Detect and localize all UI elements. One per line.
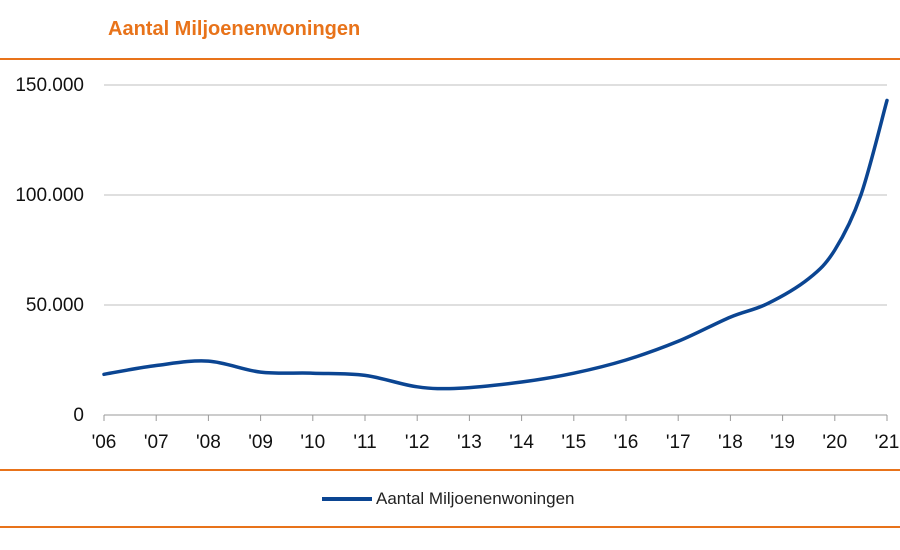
chart-title: Aantal Miljoenenwoningen [108, 18, 361, 40]
x-tick-label: '19 [770, 432, 795, 453]
bottom-divider [0, 526, 900, 528]
series-line [102, 98, 889, 391]
y-tick-label: 0 [73, 405, 84, 426]
y-tick-label: 100.000 [15, 185, 84, 206]
x-tick-label: '16 [614, 432, 639, 453]
x-tick-label: '17 [666, 432, 691, 453]
x-tick-label: '15 [561, 432, 586, 453]
y-tick-label: 50.000 [26, 295, 84, 316]
legend-swatch [322, 497, 372, 501]
x-tick-label: '20 [822, 432, 847, 453]
x-tick-label: '13 [457, 432, 482, 453]
legend-top-divider [0, 469, 900, 471]
chart-legend: Aantal Miljoenenwoningen [322, 489, 574, 509]
x-tick-label: '07 [144, 432, 169, 453]
x-tick-label: '12 [405, 432, 430, 453]
x-tick-label: '08 [196, 432, 221, 453]
x-tick-label: '14 [509, 432, 534, 453]
y-tick-label: 150.000 [15, 75, 84, 96]
legend-label: Aantal Miljoenenwoningen [376, 489, 575, 508]
x-tick-label: '18 [718, 432, 743, 453]
x-tick-label: '21 [875, 432, 900, 453]
x-tick-label: '11 [353, 432, 376, 453]
x-tick-label: '09 [248, 432, 273, 453]
x-tick-label: '06 [92, 432, 117, 453]
top-divider [0, 58, 900, 60]
x-tick-label: '10 [300, 432, 325, 453]
